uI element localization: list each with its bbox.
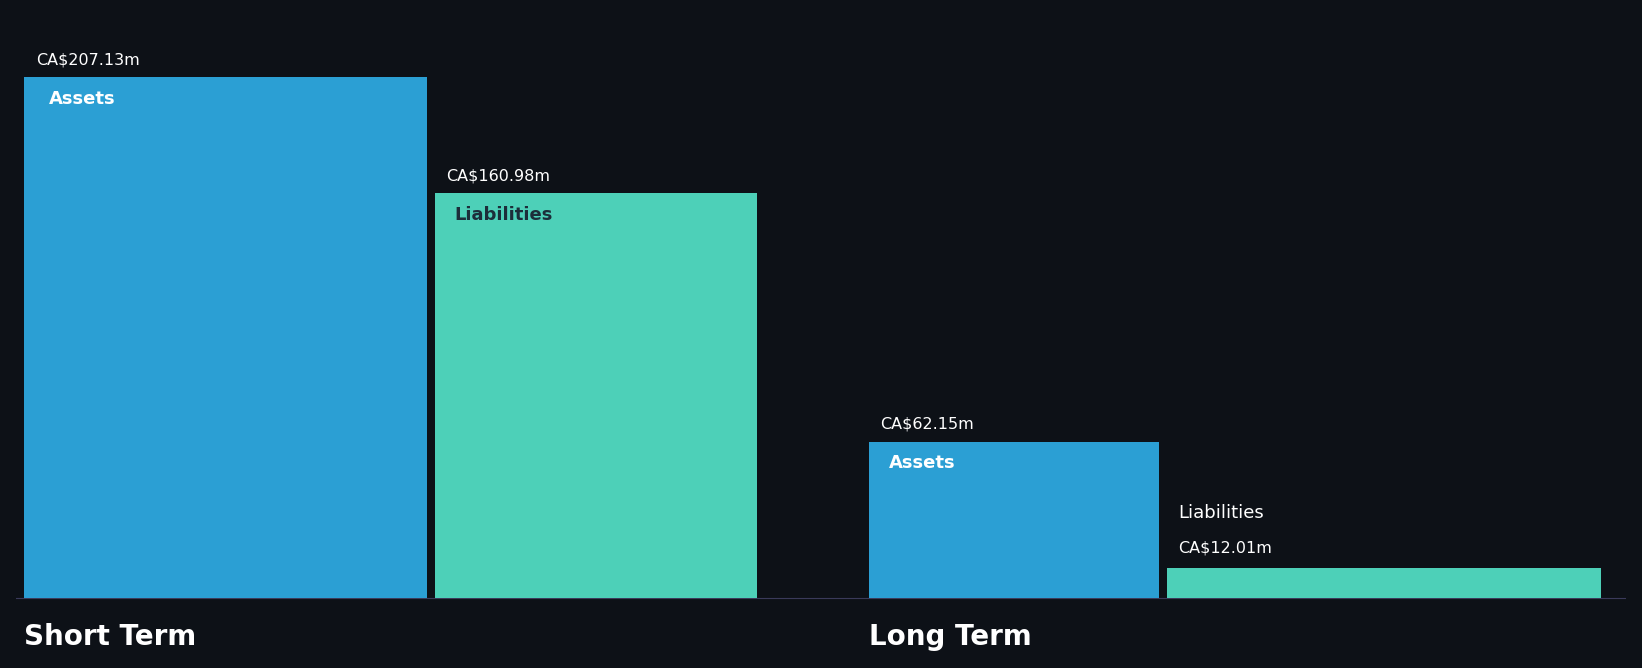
Text: CA$207.13m: CA$207.13m (36, 52, 140, 67)
FancyBboxPatch shape (25, 77, 427, 598)
Text: CA$160.98m: CA$160.98m (447, 168, 550, 183)
Text: Assets: Assets (888, 454, 956, 472)
Text: Short Term: Short Term (25, 623, 197, 651)
Text: Liabilities: Liabilities (455, 206, 552, 224)
Text: CA$12.01m: CA$12.01m (1179, 540, 1273, 555)
FancyBboxPatch shape (435, 194, 757, 598)
Text: Long Term: Long Term (869, 623, 1033, 651)
Text: CA$62.15m: CA$62.15m (880, 417, 974, 432)
FancyBboxPatch shape (869, 442, 1159, 598)
FancyBboxPatch shape (1167, 568, 1601, 598)
Text: Liabilities: Liabilities (1179, 504, 1264, 522)
Text: Assets: Assets (49, 90, 115, 108)
